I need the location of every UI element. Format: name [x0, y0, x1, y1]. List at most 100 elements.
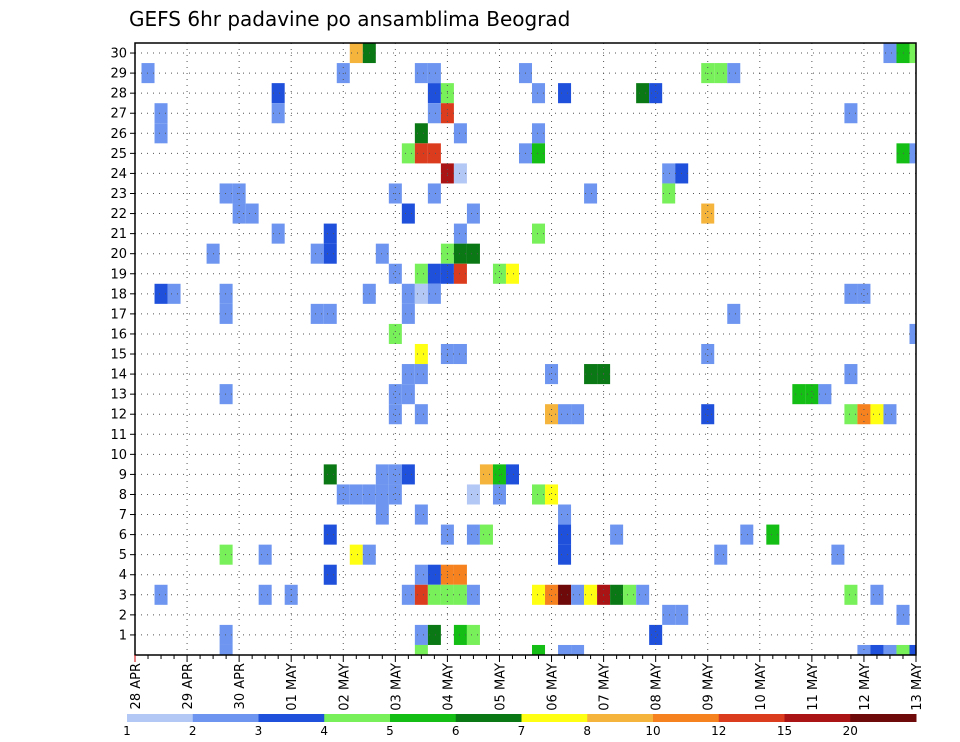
heatmap-cell: [532, 584, 546, 605]
heatmap-cell: [271, 83, 285, 104]
heatmap-cell: [844, 103, 858, 124]
y-tick-label: 23: [110, 187, 127, 202]
x-tick-label: 30 APR: [233, 663, 248, 709]
heatmap-cell: [310, 303, 324, 324]
heatmap-cell: [414, 143, 428, 164]
colorbar-swatch: [455, 714, 522, 722]
heatmap-cell: [896, 143, 910, 164]
heatmap-cell: [792, 384, 806, 405]
heatmap-cell: [349, 43, 363, 64]
heatmap-cell: [219, 384, 233, 405]
heatmap-cell: [883, 644, 897, 655]
heatmap-cell: [545, 404, 559, 425]
heatmap-cell: [414, 343, 428, 365]
heatmap-cell: [453, 163, 467, 184]
heatmap-cell: [740, 524, 754, 545]
y-tick-label: 22: [110, 207, 127, 222]
y-tick-label: 5: [119, 548, 127, 563]
y-tick-label: 27: [110, 107, 127, 122]
y-tick-label: 7: [119, 508, 127, 523]
heatmap-cell: [414, 624, 428, 645]
heatmap-cell: [401, 143, 415, 164]
heatmap-cell: [323, 524, 337, 545]
heatmap-cell: [532, 123, 546, 144]
heatmap-cell: [323, 464, 337, 485]
heatmap-cell: [662, 183, 676, 204]
x-tick-label: 11 MAY: [806, 663, 821, 711]
heatmap-cell: [453, 624, 467, 645]
heatmap-cell: [349, 484, 363, 505]
heatmap-cell: [883, 43, 897, 64]
heatmap-cell: [662, 604, 676, 625]
heatmap-cell: [857, 283, 871, 304]
colorbar-swatch: [192, 714, 259, 722]
heatmap-cell: [466, 243, 480, 264]
colorbar-label: 4: [320, 724, 328, 738]
heatmap-cell: [453, 564, 467, 585]
colorbar-swatch: [324, 714, 391, 722]
y-tick-label: 29: [110, 67, 127, 82]
heatmap-cell: [662, 163, 676, 184]
heatmap-cell: [896, 644, 910, 655]
heatmap-cell: [558, 504, 572, 525]
heatmap-cell: [414, 564, 428, 585]
heatmap-cell: [545, 584, 559, 605]
heatmap-cell: [154, 584, 168, 605]
heatmap-cell: [727, 63, 741, 84]
y-tick-label: 11: [110, 428, 127, 443]
y-tick-label: 17: [110, 307, 127, 322]
x-tick-label: 28 APR: [129, 663, 144, 709]
plot-frame: [134, 42, 917, 656]
heatmap-cell: [870, 404, 884, 425]
heatmap-cell: [701, 343, 715, 365]
x-tick-label: 04 MAY: [441, 663, 456, 711]
heatmap-cell: [636, 83, 650, 104]
heatmap-cell: [558, 584, 572, 605]
heatmap-cell: [532, 644, 546, 655]
colorbar-swatch: [653, 714, 720, 722]
heatmap-cell: [414, 364, 428, 385]
heatmap-cell: [584, 364, 598, 385]
y-tick-label: 3: [119, 588, 127, 603]
heatmap-cell: [466, 624, 480, 645]
heatmap-cell: [219, 303, 233, 324]
colorbar-swatch: [521, 714, 588, 722]
heatmap-cell: [375, 504, 389, 525]
heatmap-cell: [375, 464, 389, 485]
heatmap-cell: [883, 404, 897, 425]
heatmap-cell: [427, 263, 441, 284]
y-tick-label: 10: [110, 448, 127, 463]
heatmap-cell: [844, 364, 858, 385]
heatmap-cell: [909, 644, 916, 655]
heatmap-cell: [701, 203, 715, 224]
heatmap-cell: [766, 524, 780, 545]
y-tick-label: 18: [110, 287, 127, 302]
heatmap-cell: [896, 43, 910, 64]
y-tick-label: 20: [110, 247, 127, 262]
y-tick-label: 25: [110, 147, 127, 162]
heatmap-cell: [571, 404, 585, 425]
heatmap-cell: [714, 63, 728, 84]
heatmap-cell: [323, 223, 337, 244]
x-tick-label: 29 APR: [181, 663, 196, 709]
heatmap-cell: [219, 183, 233, 204]
heatmap-cell: [584, 584, 598, 605]
heatmap-cell: [375, 484, 389, 505]
colorbar-label: 10: [645, 724, 660, 738]
heatmap-cell: [492, 263, 506, 284]
x-tick-label: 02 MAY: [337, 663, 352, 711]
x-tick-label: 06 MAY: [546, 663, 561, 711]
heatmap-cell: [558, 404, 572, 425]
y-tick-label: 9: [119, 468, 127, 483]
heatmap-cell: [558, 524, 572, 545]
colorbar-label: 20: [843, 724, 858, 738]
x-tick-label: 13 MAY: [910, 663, 925, 711]
heatmap-cell: [401, 203, 415, 224]
heatmap-cell: [388, 464, 402, 485]
heatmap-cell: [909, 43, 916, 64]
heatmap-cell: [388, 404, 402, 425]
heatmap-cell: [401, 584, 415, 605]
heatmap-cell: [896, 604, 910, 625]
y-tick-label: 28: [110, 87, 127, 102]
